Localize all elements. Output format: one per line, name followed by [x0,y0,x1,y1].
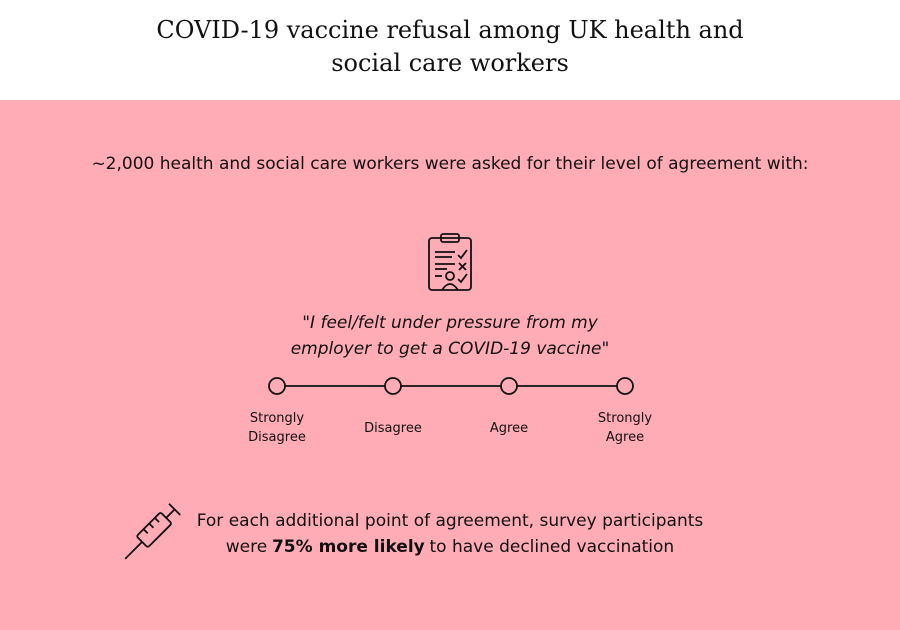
finding-line: For each additional point of agreement, … [196,511,704,531]
panel [0,100,900,630]
finding-line: were 75% more likely to have declined vacc… [150,534,750,560]
syringe-icon [124,503,181,560]
finding-text: were [225,537,268,557]
scale-point [500,377,518,395]
scale-point [384,377,402,395]
scale-point [616,377,634,395]
scale-label: Strongly Disagree [248,411,306,445]
scale-point [268,377,286,395]
finding-text: to have declined vaccination [429,537,675,557]
title: COVID-19 vaccine refusal among UK health… [156,16,744,77]
scale-label: Strongly Agree [597,411,653,445]
statement: "I feel/felt under pressure from my empl… [290,313,610,359]
scale-label: Agree [489,420,529,436]
scale-label: Disagree [364,420,422,436]
finding: For each additional point of agreement, … [150,508,750,560]
intro: ~2,000 health and social care workers we… [91,154,809,174]
clipboard-icon [428,233,472,291]
header: COVID-19 vaccine refusal among UK health… [0,0,900,100]
scale [268,377,634,395]
finding-highlight: 75% more likely [271,537,425,557]
